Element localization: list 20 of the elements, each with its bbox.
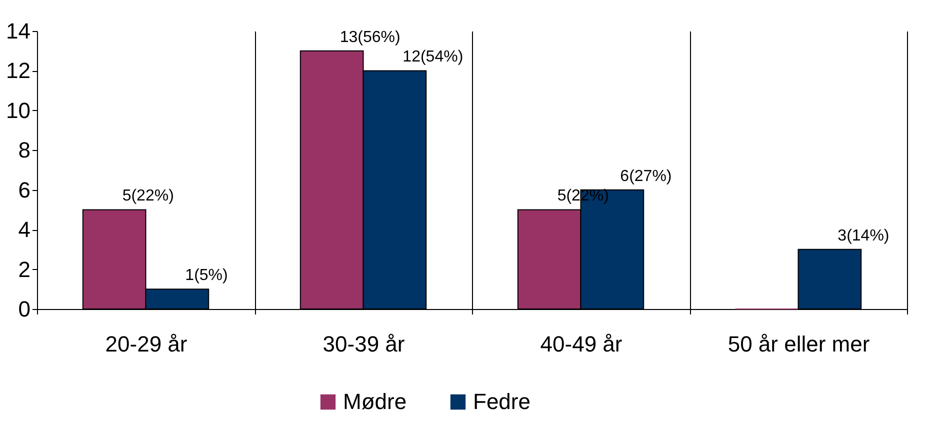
- data-label: 6(27%): [620, 168, 672, 185]
- y-tick-label: 14: [6, 18, 30, 44]
- y-tick-label: 6: [18, 177, 30, 202]
- x-tick-label: 30-39 år: [322, 332, 405, 356]
- y-tick-label: 8: [18, 138, 30, 163]
- y-tick-label: 4: [18, 217, 30, 242]
- x-tick-label: 40-49 år: [540, 332, 622, 356]
- data-label: 13(56%): [340, 28, 400, 46]
- data-label: 5(22%): [122, 188, 174, 205]
- y-tick-label: 10: [6, 98, 30, 123]
- data-label: 12(54%): [402, 48, 464, 66]
- y-tick-label: 0: [18, 296, 30, 322]
- x-tick-label: 20-29 år: [105, 332, 188, 356]
- y-tick-label: 12: [6, 58, 30, 84]
- legend-label: Mødre: [343, 389, 407, 414]
- y-tick-label: 2: [18, 256, 30, 282]
- legend-label: Fedre: [473, 389, 530, 414]
- data-label: 3(14%): [838, 227, 890, 244]
- x-tick-label: 50 år eller mer: [728, 332, 870, 356]
- data-label: 1(5%): [185, 267, 228, 284]
